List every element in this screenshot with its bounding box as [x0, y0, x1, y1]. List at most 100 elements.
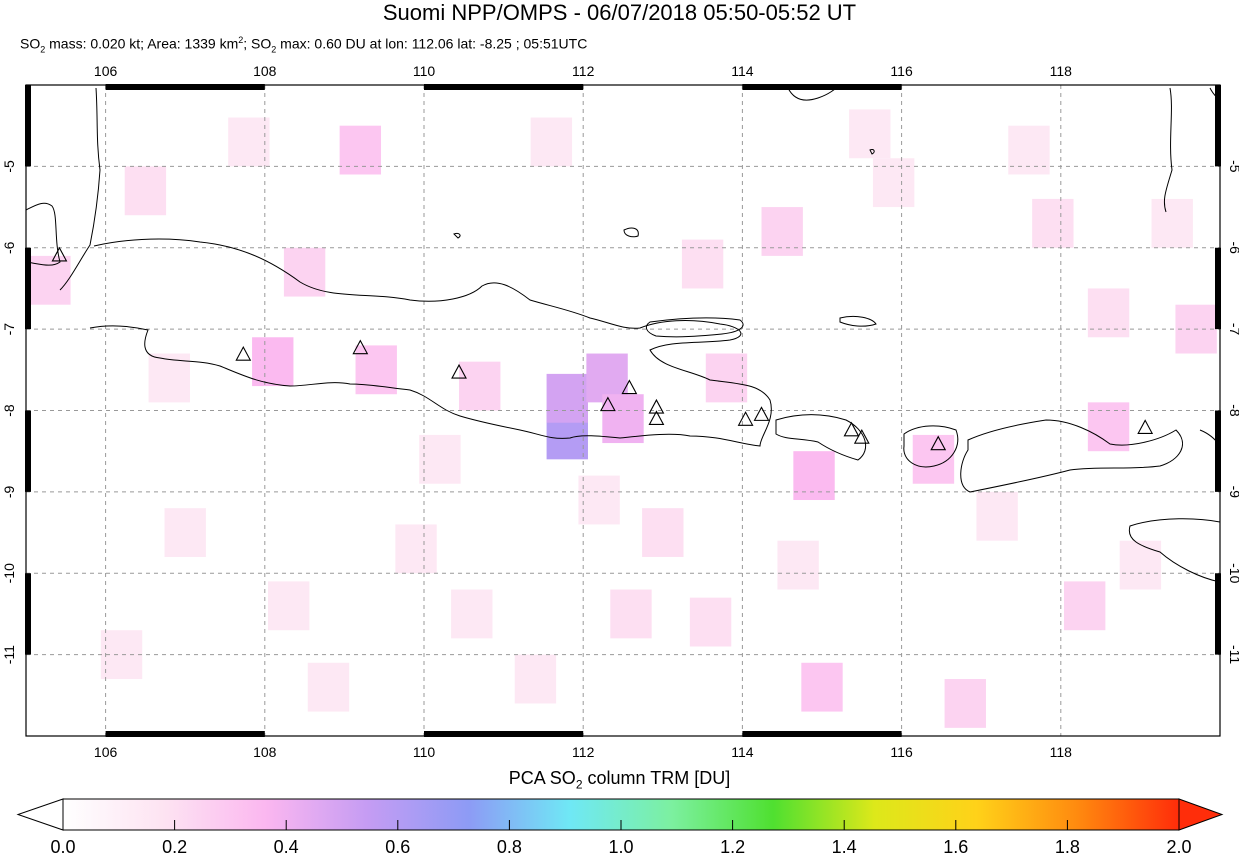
so2-pixel	[872, 158, 915, 208]
so2-pixel	[1119, 540, 1162, 590]
summary-max-so2-subscript: 2	[271, 44, 277, 55]
colorbar-tick-label: 1.6	[943, 837, 968, 855]
coastline-lombok	[903, 425, 959, 468]
coastline-kalimantan	[1163, 87, 1173, 213]
summary-mass-area: mass: 0.020 kt; Area: 1339 km	[45, 35, 239, 52]
coastline-bali	[775, 414, 867, 461]
colorbar-tick-label: 0.2	[162, 837, 187, 855]
lat-scale-bar-right	[1215, 85, 1221, 167]
so2-pixel	[610, 589, 652, 639]
colorbar-under-arrow	[16, 798, 64, 831]
so2-pixel	[267, 581, 310, 631]
colorbar-over-arrow	[1178, 798, 1224, 831]
map-axes: 106 106 108 108 110 110 112 112 114 114 116 116 118 1…	[1, 63, 1239, 760]
lat-tick-label-left: -6	[1, 241, 17, 254]
coastline-sumbawa	[960, 419, 1183, 493]
colorbar-tick-label: 1.0	[608, 837, 633, 855]
so2-pixel	[530, 117, 573, 167]
lon-tick-label-top: 110	[413, 63, 436, 79]
volcano-icon	[451, 363, 467, 379]
volcano-icon	[853, 429, 870, 444]
volcano-icon	[737, 411, 754, 426]
so2-pixel	[976, 491, 1018, 541]
lon-tick-label-bottom: 110	[413, 744, 436, 760]
lon-tick-label-bottom: 116	[890, 744, 913, 760]
lat-scale-bar-right	[1215, 247, 1221, 330]
so2-pixel	[164, 508, 206, 557]
lat-tick-label-left: -9	[1, 485, 17, 498]
so2-pixel-layer	[29, 109, 1217, 728]
lat-tick-label-right: -11	[1227, 645, 1239, 664]
so2-pixel	[124, 166, 167, 216]
volcano-icon	[235, 346, 252, 361]
summary-area-exponent: 2	[238, 35, 244, 45]
so2-pixel	[689, 597, 732, 647]
lat-tick-label-right: -9	[1227, 486, 1239, 499]
lon-scale-bar-top	[424, 84, 584, 90]
so2-pixel	[283, 247, 326, 297]
colorbar-tick-label: 2.0	[1166, 837, 1191, 855]
volcano-icon	[648, 398, 665, 414]
coastline-bawean	[623, 227, 639, 238]
so2-pixel	[307, 662, 350, 712]
colorbar-label-subscript: 2	[575, 777, 583, 792]
so2-pixel	[148, 353, 190, 403]
lat-tick-label-right: -5	[1227, 160, 1239, 173]
lat-scale-bar-left	[25, 247, 31, 330]
coastline-masalembu	[869, 149, 875, 155]
lon-scale-bar-top	[105, 84, 265, 90]
lat-tick-label-right: -8	[1227, 404, 1239, 417]
so2-pixel	[546, 373, 588, 423]
lon-scale-bar-bottom	[742, 731, 902, 737]
lon-tick-label-top: 114	[731, 63, 754, 79]
colorbar-label: PCA SO2 column TRM [DU]	[0, 768, 1239, 792]
so2-pixel	[801, 662, 843, 712]
coastline-sumatra-east	[59, 87, 101, 291]
so2-pixel	[681, 239, 724, 289]
summary-so2-subscript: 2	[40, 44, 46, 55]
lon-tick-label-bottom: 118	[1050, 744, 1073, 760]
volcano-icon	[843, 421, 860, 437]
so2-pixel	[912, 434, 955, 484]
volcano-icon	[648, 410, 665, 426]
so2-pixel	[944, 679, 986, 728]
lat-scale-bar-right	[1215, 573, 1221, 655]
lat-scale-bar-left	[25, 573, 31, 655]
colorbar-tick-label: 0.0	[50, 837, 75, 855]
so2-pixel	[849, 109, 891, 159]
lon-tick-label-bottom: 114	[731, 744, 754, 760]
so2-pixel	[1063, 581, 1106, 631]
so2-pixel	[1032, 198, 1074, 248]
lon-tick-label-top: 118	[1050, 63, 1073, 79]
so2-pixel	[395, 524, 437, 574]
lon-scale-bar-top	[742, 84, 902, 90]
lat-tick-label-left: -5	[1, 160, 17, 173]
so2-pixel	[252, 337, 294, 387]
colorbar-tick-label: 0.4	[274, 837, 299, 855]
volcano-markers	[51, 246, 1154, 451]
lon-scale-bar-bottom	[105, 731, 265, 737]
lat-tick-label-left: -7	[1, 323, 17, 336]
so2-pixel	[514, 654, 557, 704]
so2-pixel	[459, 361, 501, 411]
colorbar-tick-label: 0.8	[497, 837, 522, 855]
summary-max-so2-label: ; SO	[243, 35, 272, 52]
lat-tick-label-left: -11	[1, 645, 17, 664]
colorbar-tick-label: 1.4	[832, 837, 857, 855]
summary-so2-label: SO	[20, 35, 41, 52]
so2-pixel	[705, 353, 748, 403]
map-title: Suomi NPP/OMPS - 06/07/2018 05:50-05:52 …	[382, 0, 857, 25]
so2-pixel	[1151, 198, 1193, 248]
so2-pixel	[355, 345, 397, 395]
coastline-kangean	[839, 315, 877, 327]
so2-pixel	[1008, 125, 1050, 175]
lon-tick-label-bottom: 108	[253, 744, 277, 760]
lat-tick-label-right: -10	[1227, 563, 1239, 583]
volcano-icon	[599, 396, 616, 412]
so2-pixel	[1087, 288, 1130, 338]
volcano-icon	[1137, 419, 1154, 434]
lat-tick-label-left: -10	[1, 563, 17, 583]
lon-tick-label-top: 106	[94, 63, 118, 79]
so2-pixel	[602, 394, 644, 444]
